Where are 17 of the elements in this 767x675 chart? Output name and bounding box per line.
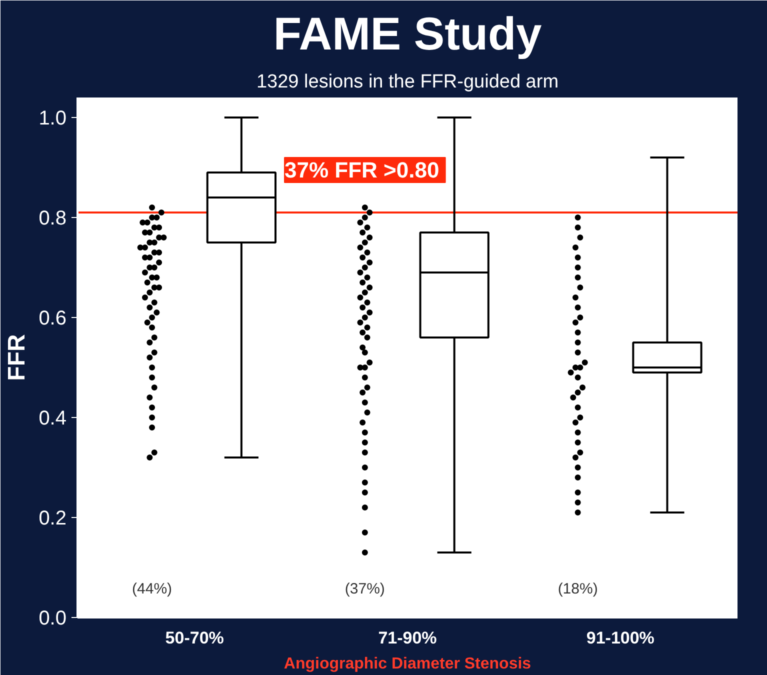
y-tick-label: 0.0 [38, 608, 67, 630]
x-tick-label: 50-70% [165, 628, 224, 648]
annotation: (44%) [132, 580, 172, 598]
annotation: (18%) [558, 580, 598, 598]
chart-subtitle: 1329 lesions in the FFR-guided arm [256, 72, 559, 92]
y-tick-label: 0.8 [38, 208, 67, 230]
y-tick-label: 0.4 [38, 408, 67, 430]
y-tick-label: 0.2 [38, 508, 67, 530]
annotation: (37%) [344, 580, 385, 598]
y-tick-label: 0.6 [38, 308, 67, 330]
x-tick-label: 71-90% [378, 628, 437, 648]
x-axis-title: Angiographic Diameter Stenosis [284, 656, 532, 672]
chart-title: FAME Study [273, 8, 542, 60]
y-axis-title: FFR [4, 334, 31, 381]
x-tick-label: 91-100% [586, 628, 654, 648]
ref-line-label: 37% FFR >0.80 [284, 158, 440, 182]
y-tick-label: 1.0 [38, 108, 67, 130]
